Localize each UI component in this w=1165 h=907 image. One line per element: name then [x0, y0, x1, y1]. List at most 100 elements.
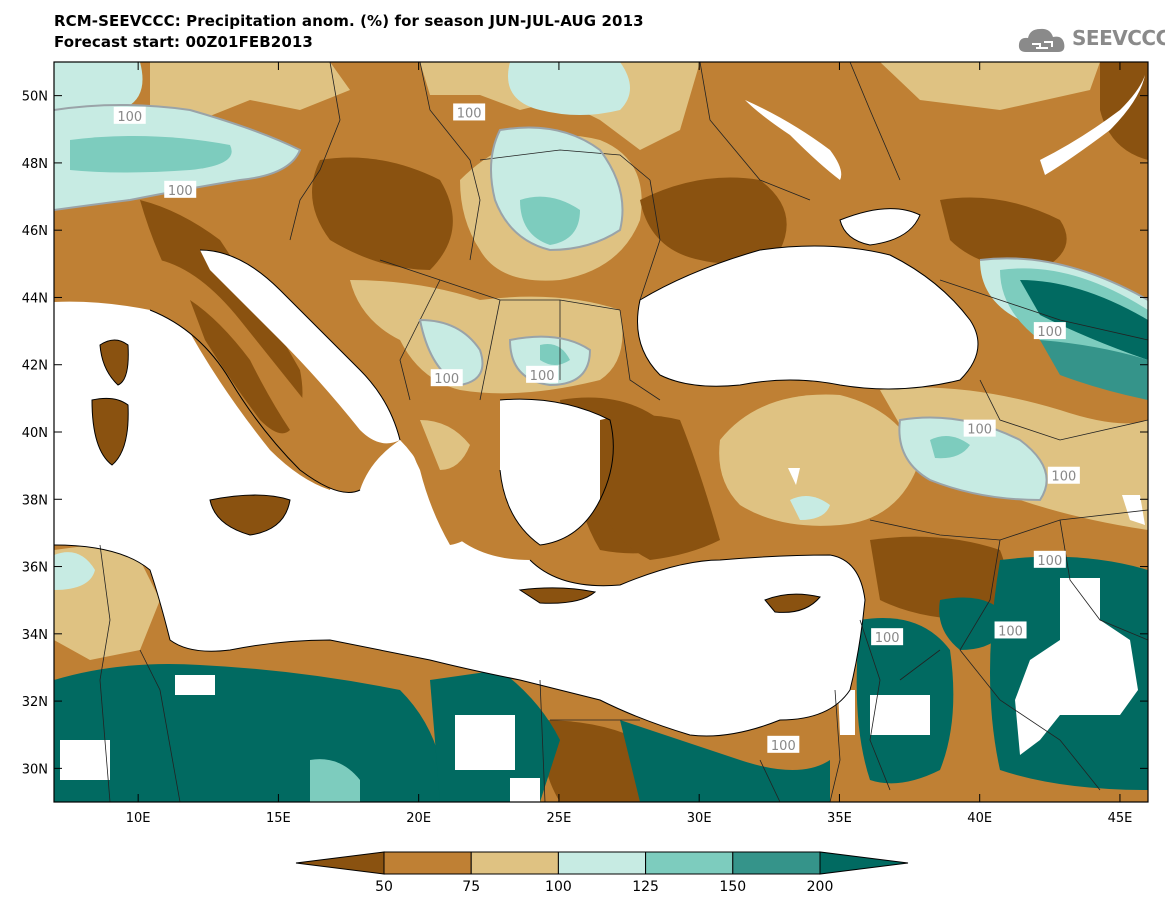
- greece-north: [420, 420, 470, 470]
- contour-label: 100: [1037, 325, 1062, 340]
- wet-zone-anatolia: [790, 496, 830, 520]
- very-dry-hungary: [312, 157, 453, 270]
- missing-data-jordan: [870, 695, 930, 735]
- lat-tick-label: 48N: [22, 157, 48, 172]
- contour-label-bg: [871, 628, 904, 646]
- lon-tick-label: 45E: [1108, 811, 1133, 826]
- contour-label-bg: [1033, 322, 1066, 340]
- chart-title: RCM-SEEVCCC: Precipitation anom. (%) for…: [54, 12, 644, 30]
- missing-data-turkey: [788, 468, 800, 485]
- wetter-zone-alps: [70, 136, 232, 173]
- coastlines: [54, 208, 979, 737]
- missing-data-iran: [1122, 495, 1145, 525]
- contour-label-bg: [453, 103, 486, 121]
- colorbar-min-triangle: [295, 851, 385, 875]
- lat-tick-label: 38N: [22, 493, 48, 508]
- contour-label: 100: [998, 624, 1023, 639]
- colorbar-label: 125: [632, 879, 659, 895]
- missing-data-cyrenaica: [455, 715, 515, 770]
- dry-zone-poland: [420, 62, 700, 150]
- extreme-wet-egypt: [620, 720, 830, 802]
- contour-label-bg: [1047, 466, 1080, 484]
- black-sea: [637, 246, 978, 389]
- extreme-wet-caucasus: [1020, 280, 1148, 360]
- colorbar-segment: [383, 851, 472, 875]
- lon-tick-label: 35E: [827, 811, 852, 826]
- lat-tick-label: 50N: [22, 90, 48, 105]
- colorbar-label: 50: [375, 879, 393, 895]
- wet-zone-tunisia: [54, 552, 95, 590]
- contour-label: 100: [771, 739, 796, 754]
- extreme-wet-libya: [54, 664, 460, 802]
- dry-zone-alps: [150, 62, 350, 120]
- very-wet-georgia: [1040, 340, 1148, 400]
- contour-label: 100: [117, 110, 142, 125]
- wetter-zone-bulgaria: [540, 344, 570, 365]
- forecast-start-label: Forecast start: 00Z01FEB2013: [54, 33, 313, 51]
- lat-tick-label: 32N: [22, 695, 48, 710]
- italy-apennines: [190, 300, 290, 434]
- lat-tick-label: 46N: [22, 224, 48, 239]
- corsica: [100, 340, 129, 385]
- contour-label: 100: [168, 184, 193, 199]
- wetter-zone-east-turkey: [930, 436, 970, 459]
- axis-ticks: 10E 15E 20E 25E 30E 35E 40E 45E 50N 48N 46N 44N 42N 4…: [22, 62, 1148, 826]
- contour-label: 100: [875, 631, 900, 646]
- lon-tick-label: 15E: [266, 811, 291, 826]
- contour-label: 100: [1051, 470, 1076, 485]
- contour-label-bg: [430, 369, 463, 387]
- lat-tick-label: 30N: [22, 762, 48, 777]
- missing-data-russia: [1040, 75, 1145, 175]
- wet-spot-libya: [310, 759, 360, 802]
- lat-tick-label: 42N: [22, 359, 48, 374]
- cloud-icon: [1018, 28, 1065, 52]
- colorbar-segment: [732, 851, 821, 875]
- colorbar-segment: [645, 851, 734, 875]
- lat-tick-label: 34N: [22, 628, 48, 643]
- greece: [400, 400, 496, 545]
- lon-tick-label: 30E: [687, 811, 712, 826]
- missing-data-tunisia: [60, 740, 110, 780]
- lat-tick-label: 40N: [22, 426, 48, 441]
- contour-labels: 100 100 100 100 100 100 100 100 100 100 100 100: [113, 103, 1080, 754]
- contour-label-bg: [963, 419, 996, 437]
- lon-tick-label: 10E: [126, 811, 151, 826]
- colorbar-label: 150: [719, 879, 746, 895]
- contour-label: 100: [530, 369, 555, 384]
- contour-label: 100: [967, 423, 992, 438]
- contour-label-bg: [994, 621, 1027, 639]
- contour-label-bg: [767, 735, 800, 753]
- aegean-sea: [500, 399, 614, 545]
- colorbar-segment: [470, 851, 559, 875]
- contour-label: 100: [1037, 554, 1062, 569]
- mediterranean-sea: [54, 301, 865, 736]
- missing-data-ukraine: [745, 100, 842, 180]
- lon-tick-label: 25E: [547, 811, 572, 826]
- very-dry-moldova: [640, 177, 787, 264]
- logo-text: SEEVCCC: [1072, 26, 1165, 50]
- contour-label-bg: [526, 365, 559, 383]
- colorbar-segment: [557, 851, 647, 875]
- sicily: [210, 495, 290, 535]
- missing-data-israel: [838, 690, 855, 735]
- colorbar-label: 200: [807, 879, 834, 895]
- crete: [520, 587, 595, 604]
- wet-zone-north: [508, 62, 630, 115]
- colorbar-label: 100: [545, 879, 572, 895]
- lat-tick-label: 44N: [22, 291, 48, 306]
- sardinia: [92, 398, 129, 465]
- lon-tick-label: 40E: [967, 811, 992, 826]
- adriatic-sea: [200, 250, 400, 444]
- lon-tick-label: 20E: [406, 811, 431, 826]
- missing-data-iraq: [1015, 578, 1138, 755]
- colorbar-max-triangle: [819, 851, 909, 875]
- colorbar: 50 75 100 125 150 200: [295, 851, 909, 895]
- very-dry-caucasus-north: [940, 197, 1067, 270]
- wetter-zone-carpathians: [520, 196, 580, 245]
- contour-label: 100: [457, 106, 482, 121]
- extreme-wet-syria: [939, 597, 1010, 650]
- contour-label-bg: [113, 106, 146, 124]
- dry-zone-anatolia: [719, 394, 920, 526]
- cyprus: [765, 594, 820, 613]
